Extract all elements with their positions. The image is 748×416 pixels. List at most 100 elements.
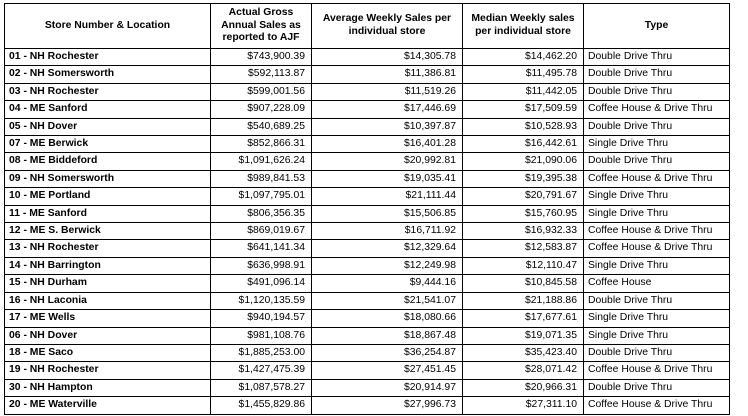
store-location-cell: 19 - NH Rochester [4, 361, 211, 380]
table-row: 19 - NH Rochester $1,427,475.39 $27,451.45… [4, 361, 730, 380]
type-cell: Single Drive Thru [583, 326, 730, 345]
average-weekly-sales-cell: $19,035.41 [311, 169, 463, 189]
median-weekly-sales-cell: $11,495.78 [462, 65, 584, 84]
store-location-cell: 06 - NH Dover [4, 326, 211, 345]
median-weekly-sales-cell: $15,760.95 [462, 204, 584, 224]
table-row: 18 - ME Saco $1,885,253.00 $36,254.87 $35,4… [4, 343, 730, 363]
type-cell: Coffee House [583, 274, 730, 293]
store-location-cell: 12 - ME S. Berwick [4, 222, 211, 241]
type-cell: Coffee House & Drive Thru [583, 396, 730, 415]
type-cell: Single Drive Thru [583, 187, 730, 206]
annual-sales-cell: $540,689.25 [210, 117, 312, 137]
header-median-weekly-sales: Median Weekly sales per individual store [462, 3, 584, 49]
table-row: 10 - ME Portland $1,097,795.01 $21,111.44 $… [4, 187, 730, 206]
median-weekly-sales-cell: $35,423.40 [462, 343, 584, 363]
type-cell: Single Drive Thru [583, 309, 730, 328]
annual-sales-cell: $907,228.09 [210, 100, 312, 119]
table-row: 15 - NH Durham $491,096.14 $9,444.16 $10,84… [4, 274, 730, 293]
sales-table: Store Number & Location Actual Gross Ann… [4, 3, 730, 415]
average-weekly-sales-cell: $11,386.81 [311, 65, 463, 84]
median-weekly-sales-cell: $27,311.10 [462, 396, 584, 415]
average-weekly-sales-cell: $21,541.07 [311, 291, 463, 311]
store-location-cell: 09 - NH Somersworth [4, 169, 211, 189]
header-average-weekly-sales: Average Weekly Sales per individual stor… [311, 3, 463, 49]
annual-sales-cell: $1,120,135.59 [210, 291, 312, 311]
annual-sales-cell: $641,141.34 [210, 239, 312, 258]
store-location-cell: 15 - NH Durham [4, 274, 211, 293]
type-cell: Coffee House & Drive Thru [583, 222, 730, 241]
annual-sales-cell: $1,087,578.27 [210, 378, 312, 398]
type-cell: Double Drive Thru [583, 117, 730, 137]
annual-sales-cell: $592,113.87 [210, 65, 312, 84]
header-store-location: Store Number & Location [4, 3, 211, 49]
header-type: Type [583, 3, 730, 49]
annual-sales-cell: $1,097,795.01 [210, 187, 312, 206]
median-weekly-sales-cell: $17,509.59 [462, 100, 584, 119]
median-weekly-sales-cell: $10,528.93 [462, 117, 584, 137]
median-weekly-sales-cell: $19,395.38 [462, 169, 584, 189]
type-cell: Coffee House & Drive Thru [583, 361, 730, 380]
median-weekly-sales-cell: $14,462.20 [462, 47, 584, 67]
store-location-cell: 05 - NH Dover [4, 117, 211, 137]
table-row: 09 - NH Somersworth $989,841.53 $19,035.41… [4, 169, 730, 189]
table-row: 14 - NH Barrington $636,998.91 $12,249.98 $… [4, 256, 730, 276]
store-location-cell: 13 - NH Rochester [4, 239, 211, 258]
average-weekly-sales-cell: $12,329.64 [311, 239, 463, 258]
annual-sales-cell: $636,998.91 [210, 256, 312, 276]
annual-sales-cell: $806,356.35 [210, 204, 312, 224]
table-row: 17 - ME Wells $940,194.57 $18,080.66 $17,67… [4, 309, 730, 328]
store-location-cell: 10 - ME Portland [4, 187, 211, 206]
store-location-cell: 20 - ME Waterville [4, 396, 211, 415]
average-weekly-sales-cell: $10,397.87 [311, 117, 463, 137]
table-row: 12 - ME S. Berwick $869,019.67 $16,711.92 $… [4, 222, 730, 241]
store-location-cell: 16 - NH Laconia [4, 291, 211, 311]
average-weekly-sales-cell: $17,446.69 [311, 100, 463, 119]
annual-sales-cell: $869,019.67 [210, 222, 312, 241]
median-weekly-sales-cell: $10,845.58 [462, 274, 584, 293]
median-weekly-sales-cell: $21,188.86 [462, 291, 584, 311]
store-location-cell: 03 - NH Rochester [4, 82, 211, 102]
median-weekly-sales-cell: $19,071.35 [462, 326, 584, 345]
annual-sales-cell: $1,091,626.24 [210, 152, 312, 171]
type-cell: Double Drive Thru [583, 65, 730, 84]
annual-sales-cell: $940,194.57 [210, 309, 312, 328]
table-row: 08 - ME Biddeford $1,091,626.24 $20,992.81… [4, 152, 730, 171]
annual-sales-cell: $743,900.39 [210, 47, 312, 67]
average-weekly-sales-cell: $36,254.87 [311, 343, 463, 363]
store-location-cell: 08 - ME Biddeford [4, 152, 211, 171]
type-cell: Double Drive Thru [583, 378, 730, 398]
store-location-cell: 17 - ME Wells [4, 309, 211, 328]
annual-sales-cell: $491,096.14 [210, 274, 312, 293]
average-weekly-sales-cell: $20,914.97 [311, 378, 463, 398]
type-cell: Double Drive Thru [583, 152, 730, 171]
store-location-cell: 02 - NH Somersworth [4, 65, 211, 84]
annual-sales-cell: $1,455,829.86 [210, 396, 312, 415]
average-weekly-sales-cell: $20,992.81 [311, 152, 463, 171]
average-weekly-sales-cell: $21,111.44 [311, 187, 463, 206]
table-row: 01 - NH Rochester $743,900.39 $14,305.78 $1… [4, 47, 730, 67]
annual-sales-cell: $599,001.56 [210, 82, 312, 102]
median-weekly-sales-cell: $11,442.05 [462, 82, 584, 102]
median-weekly-sales-cell: $12,583.87 [462, 239, 584, 258]
annual-sales-cell: $981,108.76 [210, 326, 312, 345]
type-cell: Double Drive Thru [583, 47, 730, 67]
average-weekly-sales-cell: $27,451.45 [311, 361, 463, 380]
median-weekly-sales-cell: $16,932.33 [462, 222, 584, 241]
median-weekly-sales-cell: $12,110.47 [462, 256, 584, 276]
table-row: 04 - ME Sanford $907,228.09 $17,446.69 $17,… [4, 100, 730, 119]
store-location-cell: 30 - NH Hampton [4, 378, 211, 398]
median-weekly-sales-cell: $20,966.31 [462, 378, 584, 398]
type-cell: Double Drive Thru [583, 343, 730, 363]
annual-sales-cell: $989,841.53 [210, 169, 312, 189]
average-weekly-sales-cell: $16,401.28 [311, 135, 463, 154]
average-weekly-sales-cell: $14,305.78 [311, 47, 463, 67]
table-row: 03 - NH Rochester $599,001.56 $11,519.26 $1… [4, 82, 730, 102]
average-weekly-sales-cell: $12,249.98 [311, 256, 463, 276]
average-weekly-sales-cell: $18,080.66 [311, 309, 463, 328]
median-weekly-sales-cell: $21,090.06 [462, 152, 584, 171]
annual-sales-cell: $1,885,253.00 [210, 343, 312, 363]
table-row: 07 - ME Berwick $852,866.31 $16,401.28 $16,… [4, 135, 730, 154]
store-location-cell: 18 - ME Saco [4, 343, 211, 363]
table-row: 02 - NH Somersworth $592,113.87 $11,386.81… [4, 65, 730, 84]
table-row: 11 - ME Sanford $806,356.35 $15,506.85 $15,… [4, 204, 730, 224]
